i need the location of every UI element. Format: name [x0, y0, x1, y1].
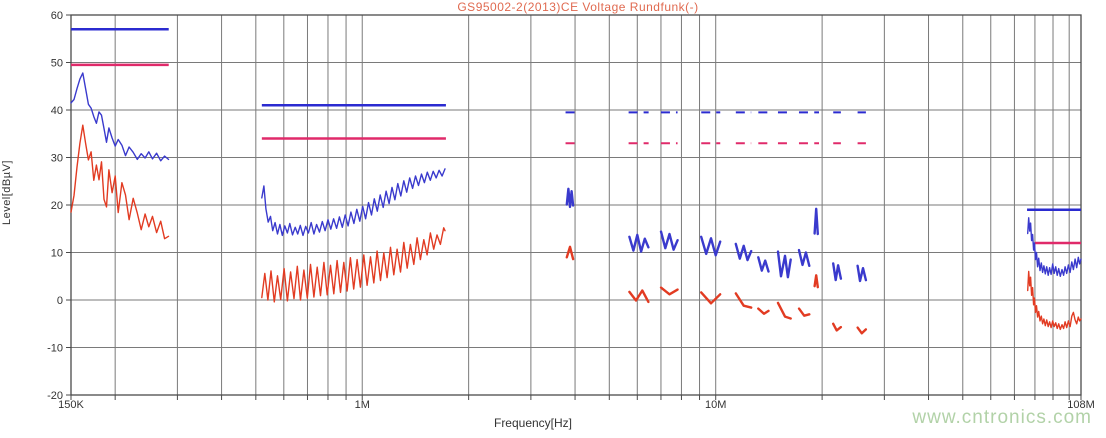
y-tick-label: -10	[47, 343, 63, 355]
trace-segment	[797, 307, 811, 317]
trace-segment	[797, 248, 811, 267]
y-tick-label: 20	[51, 200, 63, 212]
trace-segment	[70, 124, 170, 240]
trace-segment	[700, 235, 722, 257]
x-tick-label: 150K	[58, 399, 84, 411]
y-tick-label: 60	[51, 10, 63, 22]
y-tick-label: 50	[51, 58, 63, 70]
y-axis-label: Level[dBµV]	[1, 160, 13, 226]
y-tick-label: 30	[51, 153, 63, 165]
x-tick-label: 10M	[705, 399, 726, 411]
trace-segment	[700, 291, 722, 305]
trace-segment	[261, 168, 446, 237]
x-tick-label: 108M	[1067, 399, 1095, 411]
x-tick-label: 1M	[355, 399, 370, 411]
trace-segment	[734, 242, 753, 262]
y-tick-label: -20	[47, 390, 63, 402]
trace-segment	[757, 256, 770, 273]
trace-segment	[70, 72, 170, 162]
y-tick-label: 10	[51, 248, 63, 260]
trace-segment	[856, 264, 868, 283]
trace-segment	[776, 250, 792, 279]
trace-segment	[628, 289, 650, 304]
trace-segment	[1026, 217, 1082, 277]
trace-segment	[776, 301, 792, 320]
trace-segment	[832, 322, 843, 332]
chart-title: GS95002-2(2013)CE Voltage Rundfunk(-)	[457, 0, 699, 14]
trace-segment	[856, 326, 868, 335]
trace-segment	[734, 292, 753, 309]
y-tick-label: 40	[51, 105, 63, 117]
trace-segment	[659, 230, 679, 251]
trace-segment	[261, 227, 446, 303]
trace-segment	[813, 274, 819, 289]
trace-segment	[813, 207, 819, 236]
watermark: www.cntronics.com	[912, 407, 1092, 428]
trace-segment	[659, 286, 679, 296]
y-tick-label: 0	[57, 295, 63, 307]
trace-segment	[757, 307, 770, 315]
trace-segment	[565, 187, 575, 209]
trace-segment	[1026, 270, 1082, 331]
trace-segment	[565, 245, 575, 261]
x-axis-label: Frequency[Hz]	[493, 416, 573, 430]
trace-segment	[628, 233, 650, 253]
trace-segment	[832, 262, 843, 282]
